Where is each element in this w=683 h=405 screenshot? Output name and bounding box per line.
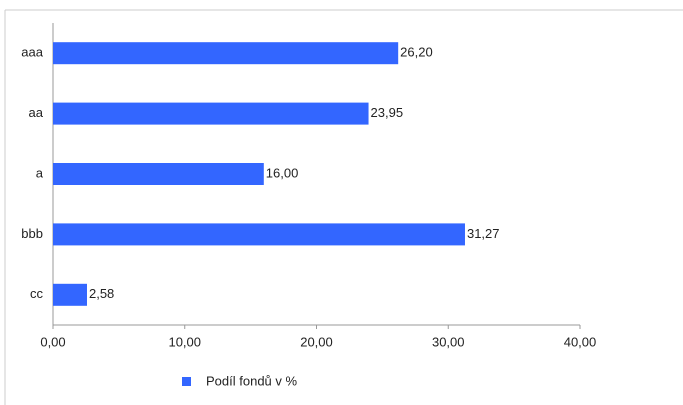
bar — [53, 223, 465, 246]
y-tick-label: a — [36, 165, 44, 180]
bar — [53, 163, 264, 185]
y-tick-label: cc — [30, 286, 44, 301]
x-tick-label: 30,00 — [432, 334, 465, 349]
x-tick-label: 20,00 — [300, 334, 333, 349]
bar — [53, 42, 399, 65]
y-tick-label: aa — [29, 105, 44, 120]
data-label: 2,58 — [89, 286, 114, 301]
data-label: 31,27 — [467, 226, 500, 241]
y-tick-label: aaa — [21, 45, 43, 60]
bar — [53, 283, 87, 306]
bar — [53, 102, 369, 125]
data-label: 23,95 — [371, 105, 404, 120]
x-tick-label: 0,00 — [40, 334, 65, 349]
legend-swatch — [182, 377, 191, 386]
data-label: 26,20 — [400, 45, 433, 60]
legend-label: Podíl fondů v % — [206, 373, 297, 388]
y-tick-label: bbb — [21, 226, 43, 241]
x-tick-label: 40,00 — [564, 334, 597, 349]
data-label: 16,00 — [266, 165, 299, 180]
x-tick-label: 10,00 — [168, 334, 201, 349]
